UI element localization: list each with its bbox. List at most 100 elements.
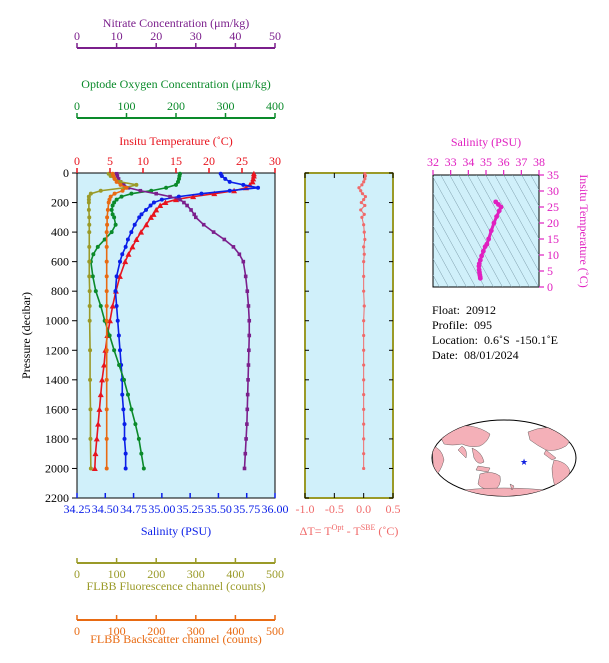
ts-y-tick-label: 5 — [547, 264, 553, 278]
salinity-tick-label: 34.75 — [120, 502, 147, 516]
fluorescence-point — [87, 215, 92, 220]
nitrate-point — [121, 183, 126, 187]
oxygen-point — [98, 303, 103, 308]
backscatter-tick-label: 200 — [147, 624, 165, 638]
ts-point — [476, 267, 482, 273]
temperature-point — [162, 199, 169, 206]
float-id: Float: 20912 — [432, 303, 497, 317]
fluorescence-point — [88, 407, 93, 412]
nitrate-point — [138, 188, 143, 193]
oxygen-point — [139, 451, 144, 456]
delta-t-point — [362, 274, 366, 279]
density-contour — [503, 175, 539, 240]
backscatter-point — [124, 185, 129, 190]
delta-t-point — [360, 183, 364, 187]
salinity-point — [121, 407, 126, 412]
density-contour — [433, 258, 449, 287]
salinity-point — [114, 274, 119, 279]
delta-t-point — [362, 289, 366, 293]
nitrate-point — [115, 174, 120, 178]
temperature-point — [125, 251, 132, 257]
delta-t-point — [362, 180, 366, 184]
delta-t-point — [363, 174, 368, 178]
temperature-point — [143, 221, 150, 228]
profile-number: Profile: 095 — [432, 318, 492, 332]
delta-t-point — [362, 363, 366, 367]
fluorescence-tick-label: 100 — [108, 567, 126, 581]
temperature-point — [91, 465, 98, 471]
temperature-point — [138, 229, 145, 235]
nitrate-point — [245, 289, 250, 293]
backscatter-point — [114, 179, 119, 184]
ts-y-tick-label: 20 — [547, 216, 559, 230]
nitrate-point — [246, 363, 251, 367]
temperature-tick-label: 30 — [269, 154, 281, 168]
temperature-point — [95, 421, 102, 427]
salinity-point — [123, 451, 128, 456]
nitrate-point — [189, 208, 193, 212]
oxygen-point — [91, 252, 96, 257]
backscatter-point — [104, 259, 109, 264]
temperature-point — [92, 450, 99, 457]
fluorescence-point — [86, 200, 91, 205]
delta-t-tick-label: 0.5 — [386, 502, 401, 516]
salinity-point — [120, 252, 125, 257]
nitrate-point — [222, 237, 227, 242]
oxygen-point — [175, 179, 180, 184]
temperature-point — [97, 391, 104, 398]
pressure-axis: 0 200 400 600 800 1000 1200 1400 1600 1800 2000 220… — [19, 166, 77, 505]
oxygen-point — [90, 274, 95, 279]
nitrate-point — [242, 466, 247, 471]
ts-point — [479, 253, 484, 259]
salinity-point — [113, 289, 118, 294]
density-contour — [530, 175, 539, 191]
oxygen-point — [133, 422, 138, 427]
temperature-tick-label: 10 — [137, 154, 149, 168]
nitrate-tick-label: 20 — [150, 29, 162, 43]
oxygen-point — [93, 289, 98, 294]
ts-plot-area — [432, 174, 540, 288]
land-mass — [477, 472, 501, 491]
salinity-point — [125, 237, 130, 242]
ts-x-tick-label: 33 — [445, 155, 457, 169]
backscatter-point — [104, 244, 109, 249]
backscatter-point — [104, 348, 109, 353]
ts-y-tick-label: 15 — [547, 232, 559, 246]
delta-t-point — [360, 192, 365, 196]
delta-t-point — [362, 422, 366, 426]
delta-t-point — [362, 437, 366, 441]
nitrate-tick-label: 30 — [190, 29, 202, 43]
backscatter-point — [104, 303, 109, 308]
salinity-point — [148, 203, 153, 208]
delta-t-point — [362, 407, 366, 411]
ts-point — [496, 208, 502, 214]
nitrate-tick-label: 40 — [229, 29, 241, 43]
density-contour — [485, 175, 539, 273]
salinity-point — [219, 173, 224, 178]
delta-t-point — [362, 223, 366, 227]
land-mass — [509, 483, 515, 491]
salinity-tick-label: 35.00 — [148, 502, 175, 516]
backscatter-point — [120, 188, 125, 193]
ts-point — [488, 228, 494, 234]
salinity-point — [117, 348, 122, 353]
delta-t-tick-label: -0.5 — [325, 502, 344, 516]
salinity-point — [227, 188, 232, 193]
ts-point — [493, 199, 499, 205]
density-contour — [458, 175, 521, 287]
delta-t-point — [362, 260, 366, 264]
temperature-point — [150, 211, 157, 217]
density-contour — [433, 176, 494, 287]
oxygen-point — [112, 200, 117, 205]
oxygen-tick-label: 300 — [217, 99, 235, 113]
ts-x-tick-label: 34 — [462, 155, 474, 169]
oxygen-point — [110, 212, 115, 217]
delta-t-point — [362, 348, 366, 352]
ts-x-tick-label: 35 — [480, 155, 492, 169]
density-contour — [433, 241, 458, 287]
oxygen-point — [114, 197, 119, 202]
temperature-point — [173, 196, 179, 203]
nitrate-point — [245, 422, 249, 426]
nitrate-point — [185, 203, 189, 208]
